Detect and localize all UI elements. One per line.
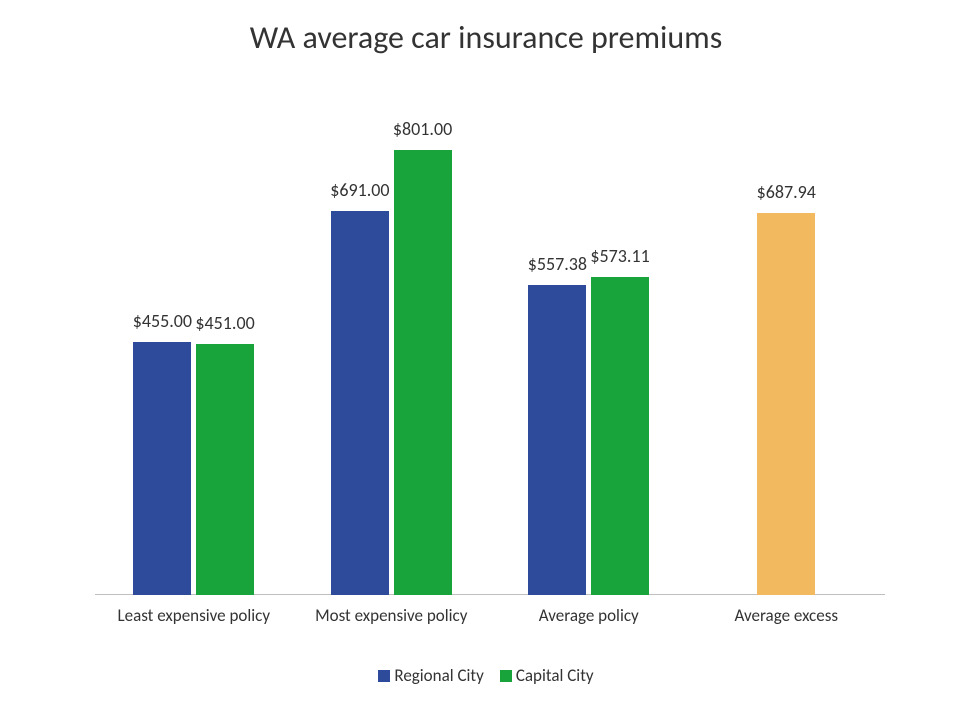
bar-value-label: $801.00 bbox=[363, 118, 483, 140]
bar bbox=[394, 150, 452, 595]
bar bbox=[528, 285, 586, 595]
legend-swatch bbox=[500, 670, 512, 682]
category-label: Least expensive policy bbox=[117, 605, 270, 626]
bar-value-label: $573.11 bbox=[560, 245, 680, 267]
bar bbox=[757, 213, 815, 595]
chart-legend: Regional City Capital City bbox=[0, 665, 972, 687]
legend-item: Capital City bbox=[500, 665, 594, 686]
bar bbox=[591, 277, 649, 595]
legend-label: Regional City bbox=[394, 665, 483, 686]
bar bbox=[196, 344, 254, 595]
category-label: Most expensive policy bbox=[315, 605, 467, 626]
bar-value-label: $687.94 bbox=[726, 181, 846, 203]
bar bbox=[331, 211, 389, 595]
category-label: Average policy bbox=[539, 605, 639, 626]
legend-label: Capital City bbox=[516, 665, 594, 686]
bar-value-label: $451.00 bbox=[165, 312, 285, 334]
chart-title: WA average car insurance premiums bbox=[0, 18, 972, 57]
plot-area: $455.00$451.00$691.00$801.00$557.38$573.… bbox=[95, 95, 885, 595]
legend-item: Regional City bbox=[378, 665, 483, 686]
legend-swatch bbox=[378, 670, 390, 682]
bar bbox=[133, 342, 191, 595]
chart-container: WA average car insurance premiums $455.0… bbox=[0, 0, 972, 707]
category-label: Average excess bbox=[734, 605, 838, 626]
